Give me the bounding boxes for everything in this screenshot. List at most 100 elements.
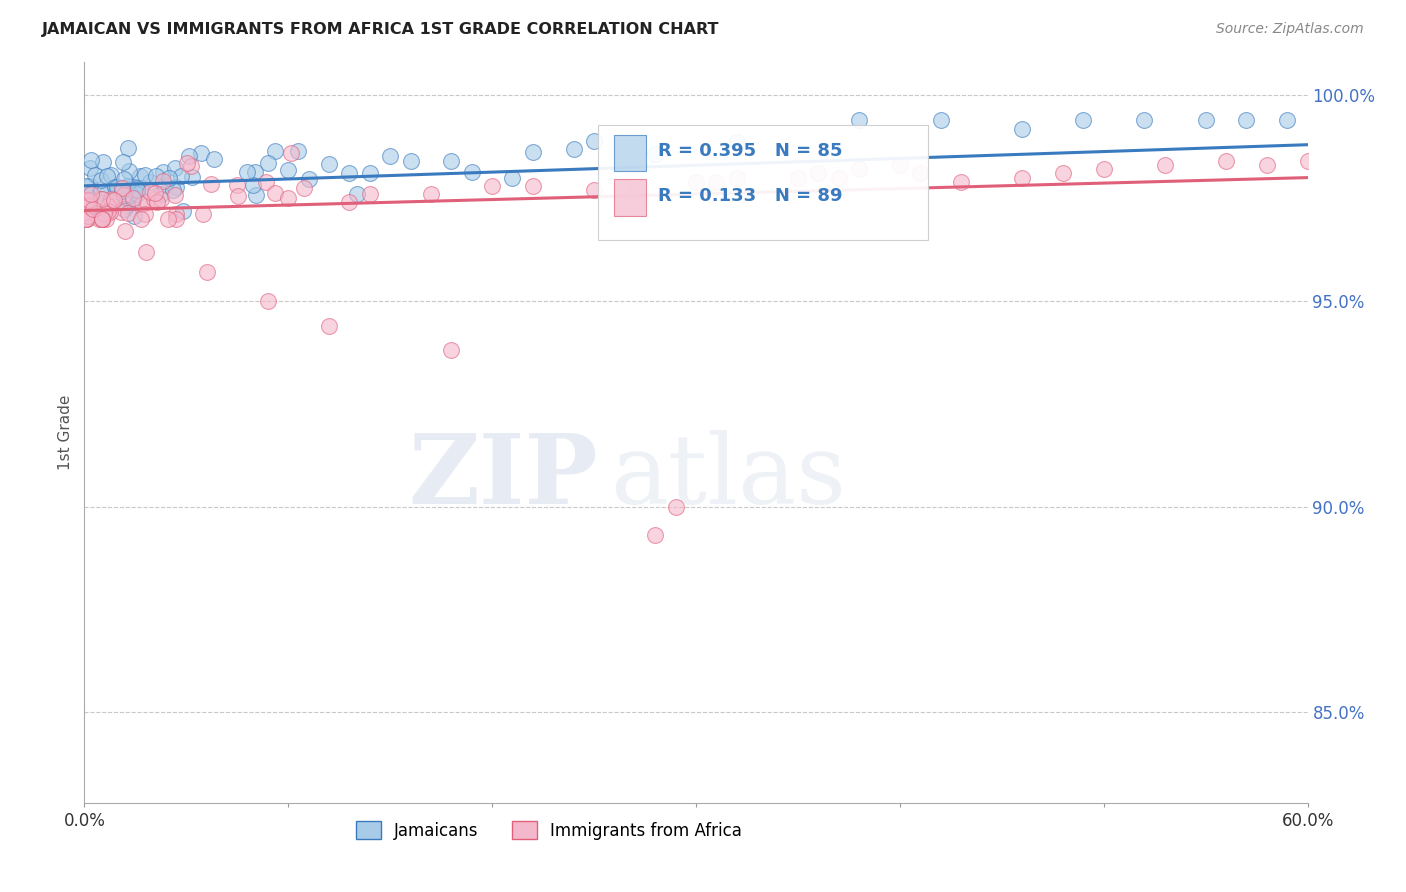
Point [100, 204, 122, 219]
Point [79, 161, 101, 176]
Point [79, 179, 101, 194]
Point [1073, 113, 1095, 128]
Point [82, 202, 104, 216]
Point [339, 195, 361, 210]
Point [420, 187, 443, 202]
Point [910, 166, 932, 180]
Point [80, 186, 103, 201]
Point [226, 178, 249, 192]
Point [165, 211, 187, 226]
Point [1052, 166, 1074, 180]
Point [359, 166, 381, 180]
Point [75, 186, 97, 200]
Point [706, 175, 728, 189]
Point [380, 148, 402, 162]
Point [122, 179, 145, 194]
Point [114, 181, 136, 195]
Point [120, 188, 142, 202]
Point [346, 187, 368, 202]
Point [110, 205, 132, 219]
Point [111, 181, 134, 195]
Point [1277, 113, 1299, 128]
Point [90, 211, 112, 226]
Point [172, 204, 194, 219]
Point [461, 165, 484, 179]
Point [318, 318, 340, 333]
Point [440, 343, 463, 358]
Point [263, 186, 285, 201]
Point [91, 155, 114, 169]
Point [481, 178, 503, 193]
Point [807, 166, 830, 180]
Point [277, 163, 299, 178]
Point [1215, 154, 1237, 169]
Text: R = 0.395   N = 85: R = 0.395 N = 85 [658, 143, 842, 161]
Point [318, 157, 340, 171]
Point [725, 135, 748, 149]
FancyBboxPatch shape [614, 135, 645, 171]
Text: Source: ZipAtlas.com: Source: ZipAtlas.com [1216, 22, 1364, 37]
Point [138, 185, 160, 199]
Point [644, 147, 666, 161]
FancyBboxPatch shape [598, 126, 928, 240]
Point [359, 187, 381, 202]
Point [117, 141, 139, 155]
Point [848, 162, 870, 177]
Point [77, 198, 100, 212]
Point [127, 183, 149, 197]
Point [89, 211, 111, 226]
Point [1011, 122, 1033, 136]
Point [157, 211, 180, 226]
Point [114, 224, 136, 238]
Text: R = 0.133   N = 89: R = 0.133 N = 89 [658, 186, 842, 204]
Point [80, 153, 103, 167]
Point [90, 192, 112, 206]
Point [76, 211, 98, 226]
Point [522, 145, 544, 160]
Point [1133, 113, 1156, 128]
Point [143, 192, 166, 206]
Point [298, 172, 321, 186]
Point [121, 194, 143, 208]
Point [292, 181, 315, 195]
Point [145, 169, 167, 183]
Point [644, 528, 666, 542]
Point [165, 207, 187, 221]
Point [929, 113, 952, 128]
Point [280, 145, 302, 160]
Point [129, 211, 152, 226]
Point [112, 202, 135, 217]
Point [287, 144, 309, 158]
Point [97, 203, 120, 218]
Point [665, 500, 688, 514]
Point [118, 163, 141, 178]
Point [122, 191, 145, 205]
Text: JAMAICAN VS IMMIGRANTS FROM AFRICA 1ST GRADE CORRELATION CHART: JAMAICAN VS IMMIGRANTS FROM AFRICA 1ST G… [42, 22, 720, 37]
Point [136, 194, 159, 209]
Point [193, 207, 215, 221]
Point [1236, 113, 1258, 128]
Point [155, 178, 177, 192]
Point [163, 188, 186, 202]
Point [180, 159, 202, 173]
Point [177, 149, 200, 163]
Point [90, 173, 112, 187]
Point [583, 183, 606, 197]
Point [135, 244, 157, 259]
Text: atlas: atlas [610, 430, 846, 524]
Point [152, 165, 174, 179]
Point [97, 199, 120, 213]
Point [143, 186, 166, 201]
Point [202, 152, 225, 166]
Point [97, 199, 120, 213]
Point [127, 187, 149, 202]
Point [139, 175, 162, 189]
Point [399, 154, 422, 169]
Point [75, 205, 97, 219]
Point [77, 193, 100, 207]
Legend: Jamaicans, Immigrants from Africa: Jamaicans, Immigrants from Africa [349, 814, 749, 847]
Point [157, 170, 180, 185]
Point [122, 210, 145, 224]
Point [75, 211, 97, 226]
Point [127, 181, 149, 195]
